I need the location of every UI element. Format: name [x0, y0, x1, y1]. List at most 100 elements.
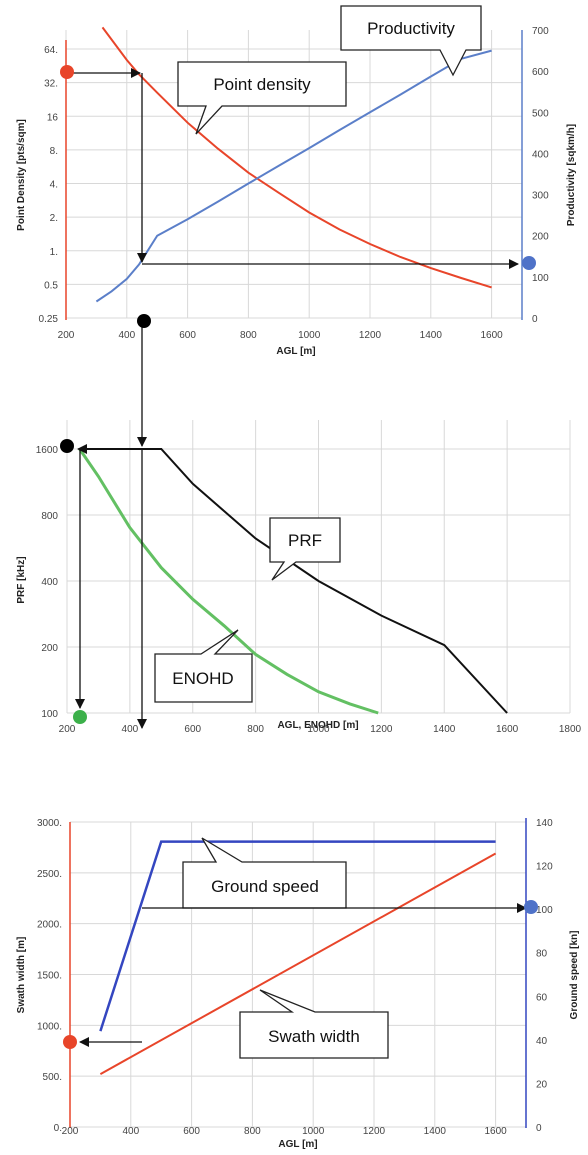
y-tick-label: 0 [536, 1123, 542, 1134]
y-tick-labels: 100 200 400 800 1600 [36, 445, 59, 720]
y-tick-label: 600 [532, 67, 549, 78]
y-tick-label: 0.5 [44, 280, 58, 291]
marker-productivity-blue [522, 256, 536, 270]
x-tick-label: 600 [179, 330, 196, 341]
callout-ground-speed: Ground speed [182, 837, 347, 909]
x-tick-label: 1000 [302, 1126, 325, 1137]
callout-swath-width: Swath width [239, 989, 389, 1059]
x-tick-label: 200 [59, 724, 76, 735]
workflow-arrows [68, 68, 527, 1047]
x-tick-label: 1000 [307, 724, 330, 735]
series-line-productivity [95, 49, 492, 303]
y-tick-label: 2500. [37, 869, 62, 880]
y-tick-label: 500 [532, 108, 549, 119]
x-tick-label: 600 [183, 1126, 200, 1137]
y-tick-label: 40 [536, 1036, 548, 1047]
series-line-enohd [78, 448, 379, 715]
y-tick-label: 4. [50, 180, 58, 191]
x-tick-label: 1800 [559, 724, 582, 735]
y-tick-label: 64. [44, 45, 58, 56]
marker-density-red [60, 65, 74, 79]
y-right-axis-label: Ground speed [kn] [569, 931, 580, 1020]
x-tick-labels: 200 400 600 800 1000 1200 1400 1600 1800 [59, 724, 582, 735]
y-tick-label: 2000. [37, 920, 62, 931]
y-tick-label: 2. [50, 213, 58, 224]
y-tick-label: 0.25 [39, 314, 59, 325]
y-right-tick-labels: 0 100 200 300 400 500 600 700 [532, 26, 549, 325]
series-line-ground-speed [99, 840, 496, 1032]
marker-swath-red [63, 1035, 77, 1049]
x-tick-label: 1400 [424, 1126, 447, 1137]
y-tick-label: 16 [47, 112, 59, 123]
y-tick-label: 300 [532, 191, 549, 202]
chart-prf-enohd: 200 400 600 800 1000 1200 1400 1600 1800 1002004… [16, 420, 582, 735]
x-tick-label: 1600 [496, 724, 519, 735]
callout-enohd: ENOHD [154, 629, 253, 703]
x-tick-label: 400 [118, 330, 135, 341]
y-tick-label: 1500. [37, 971, 62, 982]
x-tick-label: 800 [247, 724, 264, 735]
y-tick-label: 1. [50, 247, 58, 258]
svg-text:Productivity: Productivity [367, 19, 455, 38]
y-tick-label: 80 [536, 949, 548, 960]
x-axis-label: AGL, ENOHD [m] [277, 720, 358, 731]
x-tick-labels: 200 400 600 800 1000 1200 1400 1600 [62, 1126, 508, 1137]
x-tick-label: 400 [122, 1126, 139, 1137]
x-tick-label: 800 [240, 330, 257, 341]
x-tick-label: 200 [62, 1126, 79, 1137]
y-tick-label: 1600 [36, 445, 59, 456]
x-tick-label: 800 [244, 1126, 261, 1137]
x-tick-label: 1600 [480, 330, 503, 341]
y-tick-label: 100 [536, 905, 553, 916]
x-tick-labels: 200 400 600 800 1000 1200 1400 1600 [58, 330, 504, 341]
x-tick-label: 1400 [433, 724, 456, 735]
y-tick-label: 100 [41, 709, 58, 720]
y-left-tick-labels: 0. 500. 1000. 1500. 2000. 2500. 3000. [37, 818, 62, 1134]
x-tick-label: 1600 [484, 1126, 507, 1137]
marker-agl-black [137, 314, 151, 328]
svg-text:PRF: PRF [288, 531, 322, 550]
y-tick-label: 100 [532, 273, 549, 284]
callout-productivity: Productivity [340, 5, 482, 77]
marker-ground-speed-blue [524, 900, 538, 914]
callout-point-density: Point density [177, 61, 347, 135]
svg-text:Swath width: Swath width [268, 1027, 360, 1046]
y-tick-label: 32. [44, 79, 58, 90]
y-tick-label: 1000. [37, 1021, 62, 1032]
chart-point-density-productivity: 200 400 600 800 1000 1200 1400 1600 0.250.51.2.… [16, 5, 577, 357]
y-tick-label: 8. [50, 146, 58, 157]
x-tick-label: 1200 [359, 330, 382, 341]
y-tick-label: 120 [536, 862, 553, 873]
y-right-tick-labels: 0 20 40 60 80 100 120 140 [536, 818, 553, 1134]
y-tick-label: 0 [532, 314, 538, 325]
y-left-tick-labels: 0.25 0.5 1. 2. 4. 8. 16 32. 64. [39, 45, 59, 325]
y-tick-label: 3000. [37, 818, 62, 829]
x-tick-label: 600 [184, 724, 201, 735]
marker-enohd-green [73, 710, 87, 724]
y-tick-label: 140 [536, 818, 553, 829]
y-tick-label: 60 [536, 992, 548, 1003]
callout-prf: PRF [269, 517, 341, 581]
svg-text:ENOHD: ENOHD [172, 669, 233, 688]
series-line-swath-width [99, 852, 497, 1075]
y-left-axis-label: Point Density [pts/sqm] [16, 119, 27, 231]
y-tick-label: 200 [41, 643, 58, 654]
y-tick-label: 200 [532, 232, 549, 243]
chart-swath-ground-speed: 200 400 600 800 1000 1200 1400 1600 0.500.1000.… [16, 818, 580, 1150]
x-tick-label: 200 [58, 330, 75, 341]
x-tick-label: 400 [122, 724, 139, 735]
marker-prf-black [60, 439, 74, 453]
svg-text:Ground speed: Ground speed [211, 877, 319, 896]
y-tick-label: 800 [41, 511, 58, 522]
x-axis-label: AGL [m] [278, 1139, 317, 1150]
y-right-axis-label: Productivity [sqkm/h] [566, 124, 577, 226]
y-tick-label: 700 [532, 26, 549, 37]
x-tick-label: 1000 [298, 330, 321, 341]
x-tick-label: 1400 [420, 330, 443, 341]
x-tick-label: 1200 [370, 724, 393, 735]
y-tick-label: 500. [43, 1072, 62, 1083]
y-left-axis-label: Swath width [m] [16, 937, 27, 1014]
y-axis-label: PRF [kHz] [16, 556, 27, 603]
x-tick-label: 1200 [363, 1126, 386, 1137]
